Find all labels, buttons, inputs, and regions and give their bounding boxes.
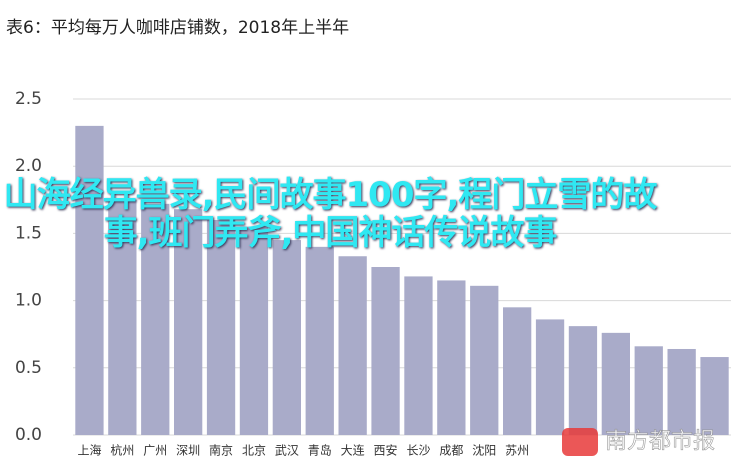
x-tick-label: 武汉	[275, 444, 299, 458]
x-tick-label: 大连	[341, 443, 365, 458]
y-tick-label: 0.0	[15, 425, 42, 445]
watermark: 南方都市报	[605, 429, 715, 454]
bar	[338, 256, 367, 435]
watermark-logo	[562, 428, 598, 456]
bar	[272, 240, 301, 435]
x-tick-label: 沈阳	[472, 443, 496, 458]
bar	[174, 209, 203, 435]
y-tick-label: 0.5	[15, 358, 42, 378]
bar	[305, 246, 334, 435]
bar	[239, 226, 269, 435]
bar	[503, 307, 532, 435]
bar	[470, 285, 499, 435]
x-tick-label: 长沙	[406, 444, 430, 458]
bar	[634, 346, 663, 435]
overlay-text: 山海经异兽录,民间故事100字,程门立雪的故事,班门弄斧,中国神话传说故事	[3, 175, 658, 253]
x-tick-label: 苏州	[505, 444, 529, 458]
bar	[108, 199, 137, 435]
bar	[371, 267, 400, 435]
y-tick-label: 1.5	[15, 223, 42, 243]
y-tick-label: 2.5	[15, 89, 42, 109]
bar	[568, 326, 598, 435]
x-tick-label: 北京	[242, 444, 266, 458]
bar	[667, 348, 696, 435]
y-tick-label: 2.0	[15, 156, 42, 176]
bar	[206, 219, 236, 435]
x-tick-label: 青岛	[308, 443, 332, 458]
x-tick-label: 上海	[77, 443, 101, 458]
bar	[700, 357, 729, 435]
x-tick-label: 南京	[209, 443, 233, 458]
y-tick-label: 1.0	[15, 291, 42, 311]
chart-title: 表6：平均每万人咖啡店铺数，2018年上半年	[6, 18, 349, 38]
bar	[141, 203, 170, 435]
bar	[404, 276, 433, 435]
bar	[535, 319, 565, 435]
x-tick-label: 广州	[143, 444, 167, 458]
bar	[601, 332, 630, 435]
x-tick-label: 杭州	[110, 443, 134, 458]
x-tick-label: 西安	[374, 443, 398, 458]
bar	[75, 125, 104, 435]
bar	[437, 280, 466, 435]
x-tick-label: 成都	[439, 444, 463, 458]
x-tick-label: 深圳	[176, 444, 200, 458]
